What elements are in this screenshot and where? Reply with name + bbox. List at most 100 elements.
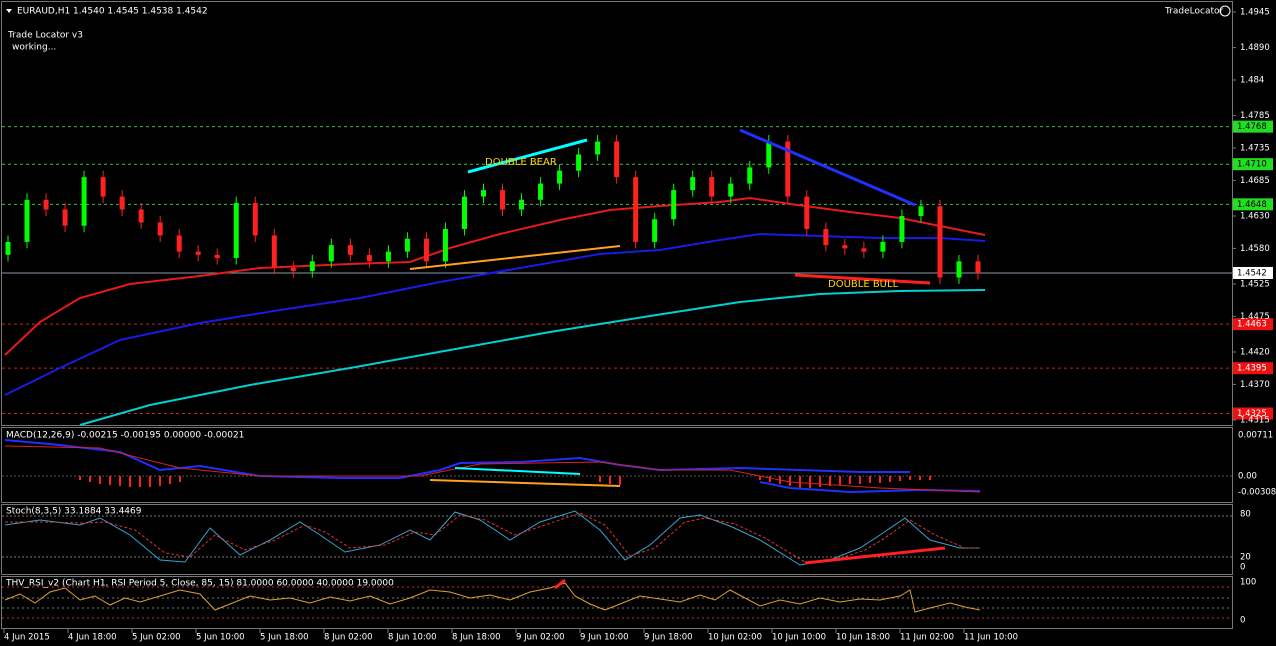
time-label: 8 Jun 10:00 [388,633,437,643]
level-label-box [1233,318,1273,331]
rsi-levels [2,586,1232,619]
candle-body [709,177,715,197]
axis-label: 20 [1240,553,1251,563]
trendline [467,138,588,174]
price-tick-label: 1.4945 [1240,8,1270,18]
axis-label: 0.00711 [1238,431,1273,441]
candle-body [24,199,30,242]
candle-body [290,267,296,272]
price-tick-label: 1.4685 [1240,176,1270,186]
candle-body [252,203,258,236]
candle-body [880,241,886,252]
axis-label: -0.00308 [1238,488,1276,498]
price-tick-label: 1.4315 [1240,415,1270,425]
menu-arrow[interactable] [6,9,12,13]
time-label: 11 Jun 02:00 [900,633,954,643]
candle-body [842,245,848,249]
time-label: 9 Jun 18:00 [644,633,693,643]
candle-body [100,177,106,197]
trendline [554,578,566,590]
candle-body [404,238,410,252]
stoch-main [4,510,980,566]
time-label: 10 Jun 10:00 [772,633,826,643]
candle-body [652,219,658,242]
level-label: 1.4395 [1237,364,1267,374]
candle-body [81,177,87,226]
trendline [804,546,946,565]
candle-body [461,196,467,229]
level-label: 1.4325 [1237,409,1267,419]
candle-body [176,235,182,252]
candle-body [214,254,220,259]
level-label: 1.4542 [1237,268,1267,278]
candle-body [119,196,125,210]
trendline [429,479,621,487]
candle-body [937,206,943,278]
macd-histogram [79,476,931,488]
time-label: 11 Jun 10:00 [964,633,1018,643]
ma-slow [79,289,986,426]
axis-label: 100 [1240,578,1256,588]
candle-body [975,261,981,273]
signal-line [4,445,981,493]
time-label: 10 Jun 02:00 [708,633,762,643]
time-label: 5 Jun 18:00 [260,633,309,643]
axis-label: 0 [1240,616,1245,626]
ma-fast [4,196,986,356]
candle-body [614,141,620,178]
axis-label: 0.00 [1238,472,1257,482]
time-label: 5 Jun 10:00 [196,633,245,643]
price-tick-label: 1.4735 [1240,144,1270,154]
level-label-box [1233,362,1273,375]
frames [1,1,1233,629]
candle-body [366,254,372,262]
trendline [794,273,931,285]
candle-body [861,248,867,252]
time-label: 8 Jun 18:00 [452,633,501,643]
candle-body [347,245,353,255]
rsi-title: THV_RSI_v2 (Chart H1, RSI Period 5, Clos… [5,579,394,589]
candle-body [309,261,315,272]
level-label-box [1233,120,1273,133]
candle-body [899,216,905,242]
candle-body [557,170,563,184]
candle-body [442,228,448,262]
candle-body [538,183,544,200]
candle-body [633,177,639,242]
brand-icon [1219,5,1231,17]
candle-body [500,190,506,210]
time-label: 10 Jun 18:00 [836,633,890,643]
trendline [409,245,621,270]
candle-body [804,196,810,229]
candle-body [823,228,829,246]
price-tick-label: 1.4890 [1240,43,1270,53]
symbol-line: EURAUD,H1 1.4540 1.4545 1.4538 1.4542 [17,7,208,17]
candle-body [671,190,677,220]
candle-body [157,222,163,236]
price-tick-label: 1.4785 [1240,111,1270,121]
brand: TradeLocator [1164,7,1224,17]
stoch-title: Stoch(8,3,5) 33.1884 33.4469 [6,507,142,517]
candle-body [62,209,68,226]
level-label-box [1233,158,1273,171]
axis-label: 80 [1240,510,1251,520]
price-tick-label: 1.4630 [1240,212,1270,222]
candle-body [138,209,144,223]
candle-body [595,141,601,155]
candle-body [195,251,201,255]
stoch-signal [5,512,980,563]
candle-body [233,203,239,259]
macd-title: MACD(12,26,9) -0.00215 -0.00195 0.00000 … [6,431,244,441]
candle-body [43,199,49,210]
ma-mid [4,232,986,396]
time-label: 8 Jun 02:00 [324,633,373,643]
candle-body [766,141,772,168]
level-label: 1.4768 [1237,122,1267,132]
candle-body [728,183,734,197]
price-tick-label: 1.484 [1240,76,1264,86]
price-tick-label: 1.4370 [1240,380,1270,390]
candle-body [956,261,962,278]
annotation: DOUBLE BEAR [485,157,557,168]
candle-body [271,235,277,268]
